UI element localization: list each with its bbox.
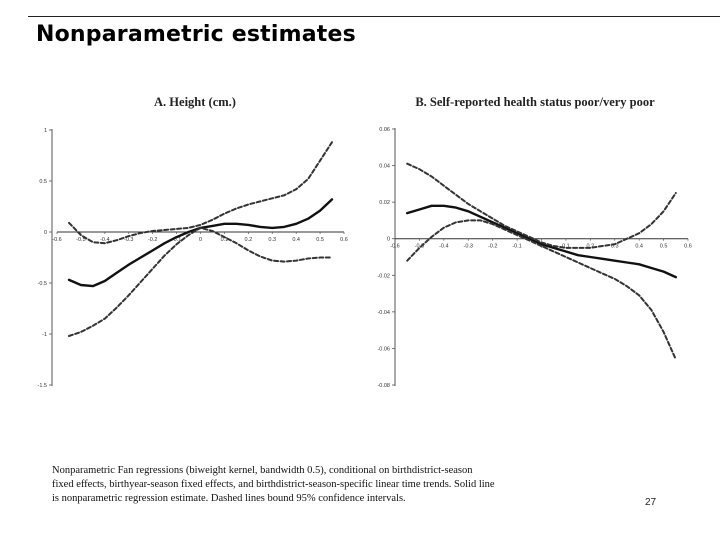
x-tick-label: -0.6 (52, 237, 61, 243)
chart-title: A. Height (cm.) (154, 95, 236, 109)
x-tick-label: 0.4 (292, 237, 300, 243)
x-tick-label: -0.2 (488, 244, 497, 250)
x-tick-label: 0.5 (316, 237, 324, 243)
x-tick-label: 0.3 (611, 244, 619, 250)
x-tick-label: 0.1 (221, 237, 229, 243)
x-tick-label: -0.2 (148, 237, 157, 243)
x-tick-label: 0.3 (268, 237, 276, 243)
y-tick-label: -0.02 (377, 273, 390, 279)
x-tick-label: -0.3 (124, 237, 133, 243)
chart-health: B. Self-reported health status poor/very… (377, 95, 692, 389)
y-tick-label: 0.5 (39, 179, 47, 185)
y-tick-label: -1.5 (38, 383, 47, 389)
x-tick-label: 0.4 (635, 244, 643, 250)
x-tick-label: 0.2 (587, 244, 595, 250)
confidence-bound-line (406, 162, 677, 249)
x-tick-label: -0.6 (390, 244, 399, 250)
x-tick-label: 0 (199, 237, 202, 243)
y-tick-label: -0.04 (377, 310, 390, 316)
x-tick-label: 0.5 (660, 244, 668, 250)
caption-line: fixed effects, birthyear-season fixed ef… (52, 479, 495, 490)
x-tick-label: 0.1 (562, 244, 570, 250)
estimate-line (406, 204, 677, 279)
x-tick-label: -0.4 (439, 244, 448, 250)
x-tick-label: -0.1 (512, 244, 521, 250)
chart-height: A. Height (cm.) -1.5 -1 -0.5 0 0.5 1 -0.6 -0.5 -0… (38, 95, 348, 389)
y-tick-label: -0.08 (377, 383, 390, 389)
caption-line: is nonparametric regression estimate. Da… (52, 493, 406, 504)
y-tick-label: 0.02 (379, 200, 390, 206)
x-tick-label: 0.6 (340, 237, 348, 243)
y-tick-label: 0.04 (379, 164, 390, 170)
y-tick-label: -0.06 (377, 346, 390, 352)
confidence-bound-line (406, 219, 677, 361)
x-tick-label: -0.5 (415, 244, 424, 250)
chart-title: B. Self-reported health status poor/very… (415, 95, 655, 109)
confidence-bound-line (68, 141, 333, 245)
y-tick-label: 0 (44, 230, 47, 236)
page-number: 27 (645, 497, 657, 508)
slide-title: Nonparametric estimates (36, 22, 356, 47)
x-tick-label: -0.3 (464, 244, 473, 250)
figure-caption: Nonparametric Fan regressions (biweight … (52, 464, 572, 506)
y-tick-label: 0.06 (379, 127, 390, 133)
x-tick-label: 0.2 (245, 237, 253, 243)
caption-line: Nonparametric Fan regressions (biweight … (52, 465, 473, 476)
confidence-bound-line (68, 226, 333, 337)
y-tick-label: -1 (42, 332, 47, 338)
y-tick-label: 1 (44, 128, 47, 134)
y-tick-label: 0 (387, 237, 390, 243)
top-rule (28, 16, 720, 17)
x-tick-label: 0.6 (684, 244, 692, 250)
y-tick-label: -0.5 (38, 281, 47, 287)
x-tick-label: -0.5 (76, 237, 85, 243)
x-tick-label: -0.4 (100, 237, 109, 243)
x-tick-label: -0.1 (172, 237, 181, 243)
